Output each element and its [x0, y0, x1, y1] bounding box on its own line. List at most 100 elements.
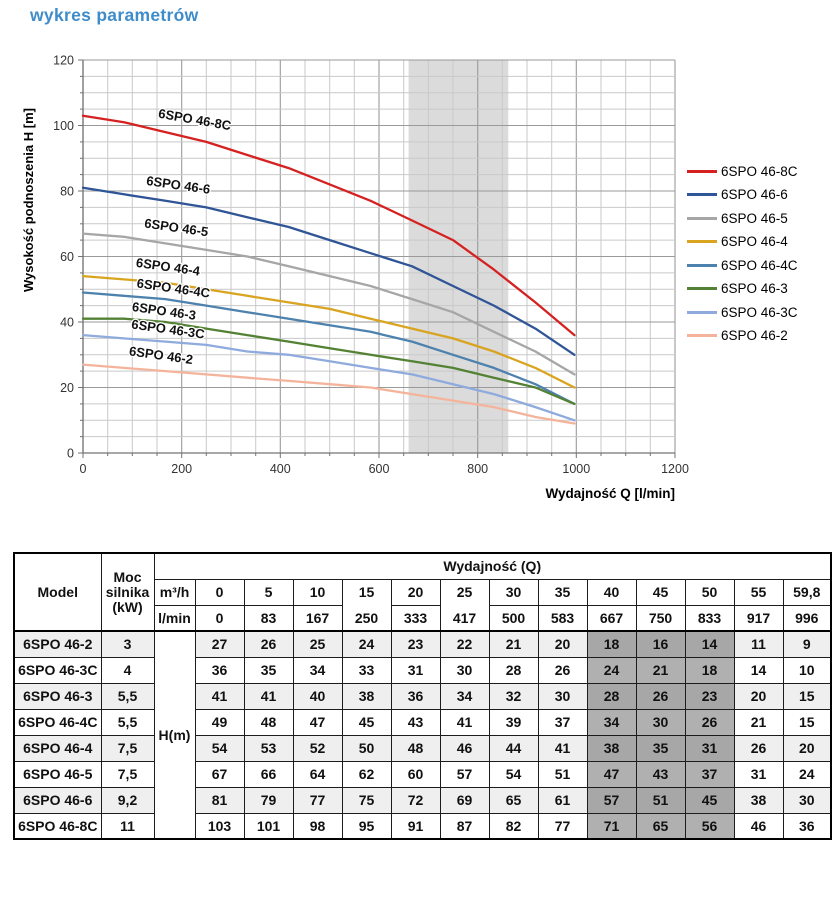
y-tick-label: 100 — [53, 119, 74, 133]
h-value-cell: 45 — [341, 708, 392, 736]
h-value-cell: 51 — [635, 786, 686, 814]
h-value-cell: 26 — [684, 708, 735, 736]
h-value-cell: 30 — [782, 786, 832, 814]
h-value-cell: 11 — [733, 630, 784, 658]
curve-label: 6SPO 46-2 — [128, 343, 194, 367]
h-value-cell: 60 — [390, 760, 441, 788]
curve-6spo-46-2 — [81, 363, 576, 425]
y-tick-label: 20 — [60, 381, 74, 395]
parameters-table: Model Moc silnika (kW) Wydajność (Q) m³/h 0 5… — [13, 552, 832, 840]
h-value-cell: 62 — [341, 760, 392, 788]
legend-label: 6SPO 46-4 — [721, 234, 788, 249]
h-value-cell: 53 — [243, 734, 294, 762]
curve-label: 6SPO 46-8C — [157, 106, 233, 134]
h-value-cell: 24 — [782, 760, 832, 788]
h-value-cell: 33 — [341, 656, 392, 684]
h-value-cell: 23 — [684, 682, 735, 710]
curve-6spo-46-3c — [81, 333, 576, 422]
h-value-cell: 43 — [635, 760, 686, 788]
h-value-cell: 95 — [341, 812, 392, 840]
table-row-6spo-46-6: 6SPO 46-6 9,2 81 79 77 75 72 69 65 61 57 51 45 38 30 — [13, 786, 832, 814]
h-unit-cell: H(m) — [153, 630, 196, 840]
h-value-cell: 15 — [782, 682, 832, 710]
m3h-header-value: 20 — [390, 578, 441, 606]
m3h-header-value: 45 — [635, 578, 686, 606]
lmin-header-value: 167 — [292, 604, 343, 632]
h-value-cell: 79 — [243, 786, 294, 814]
legend-label: 6SPO 46-5 — [721, 210, 788, 226]
legend-swatch — [687, 169, 717, 173]
m3h-header-value: 40 — [586, 578, 637, 606]
x-tick-label: 200 — [171, 462, 192, 476]
curve-6spo-46-8c — [81, 114, 576, 337]
h-value-cell: 34 — [439, 682, 490, 710]
legend-item-6spo-46-6: 6SPO 46-6 — [687, 187, 798, 203]
h-value-cell: 20 — [537, 630, 588, 658]
h-value-cell: 41 — [243, 682, 294, 710]
h-value-cell: 57 — [586, 786, 637, 814]
x-tick-label: 800 — [467, 462, 488, 476]
h-value-cell: 38 — [733, 786, 784, 814]
lmin-header-value: 917 — [733, 604, 784, 632]
model-cell: 6SPO 46-4C — [13, 708, 102, 736]
legend-swatch — [687, 216, 717, 220]
legend-label: 6SPO 46-2 — [721, 328, 788, 343]
h-value-cell: 75 — [341, 786, 392, 814]
h-value-cell: 41 — [537, 734, 588, 762]
h-value-cell: 26 — [537, 656, 588, 684]
h-value-cell: 46 — [439, 734, 490, 762]
h-value-cell: 98 — [292, 812, 343, 840]
h-value-cell: 41 — [194, 682, 245, 710]
h-value-cell: 51 — [537, 760, 588, 788]
h-value-cell: 25 — [292, 630, 343, 658]
lmin-header-value: 250 — [341, 605, 392, 632]
h-value-cell: 44 — [488, 734, 539, 762]
h-value-cell: 65 — [635, 812, 686, 840]
h-value-cell: 43 — [390, 708, 441, 736]
h-value-cell: 20 — [782, 734, 832, 762]
h-value-cell: 47 — [292, 708, 343, 736]
h-value-cell: 57 — [439, 760, 490, 788]
curve-label: 6SPO 46-4 — [135, 255, 202, 279]
unit-lmin-label: l/min — [153, 604, 196, 632]
lmin-header-value: 333 — [390, 604, 441, 632]
m3h-header-value: 0 — [194, 578, 245, 606]
m3h-header-value: 50 — [684, 578, 735, 606]
curve-label: 6SPO 46-5 — [143, 216, 209, 240]
h-value-cell: 49 — [194, 708, 245, 736]
h-value-cell: 10 — [782, 656, 832, 684]
h-value-cell: 26 — [733, 734, 784, 762]
h-value-cell: 24 — [586, 656, 637, 684]
legend-item-6spo-46-4c: 6SPO 46-4C — [687, 257, 798, 273]
h-value-cell: 61 — [537, 786, 588, 814]
h-value-cell: 66 — [243, 760, 294, 788]
lmin-header-value: 417 — [439, 605, 490, 632]
h-value-cell: 41 — [439, 708, 490, 736]
h-value-cell: 50 — [341, 734, 392, 762]
h-value-cell: 69 — [439, 786, 490, 814]
model-cell: 6SPO 46-3C — [13, 656, 102, 684]
table-row-6spo-46-3c: 6SPO 46-3C 4 36 35 34 33 31 30 28 26 24 21 18 14 10 — [13, 656, 832, 684]
h-value-cell: 65 — [488, 786, 539, 814]
h-value-cell: 35 — [243, 656, 294, 684]
h-value-cell: 56 — [684, 812, 735, 840]
legend-label: 6SPO 46-8C — [721, 163, 798, 179]
lmin-header-value: 750 — [635, 604, 686, 632]
table-row-6spo-46-3: 6SPO 46-3 5,5 41 41 40 38 36 34 32 30 28 26 23 20 15 — [13, 682, 832, 710]
h-value-cell: 32 — [488, 682, 539, 710]
h-value-cell: 36 — [390, 682, 441, 710]
h-value-cell: 36 — [782, 812, 832, 840]
h-value-cell: 82 — [488, 812, 539, 840]
table-row-6spo-46-8c: 6SPO 46-8C 11 103 101 98 95 91 87 82 77 71 65 56 46 36 — [13, 812, 832, 840]
h-value-cell: 30 — [635, 708, 686, 736]
m3h-header-value: 15 — [341, 578, 392, 605]
lmin-header-value: 0 — [194, 604, 245, 632]
model-cell: 6SPO 46-2 — [13, 630, 102, 658]
x-axis-title: Wydajność Q [l/min] — [545, 486, 675, 501]
legend-label: 6SPO 46-6 — [721, 187, 788, 202]
curve-6spo-46-4 — [81, 274, 576, 389]
model-cell: 6SPO 46-8C — [13, 812, 102, 840]
m3h-header-value: 35 — [537, 578, 588, 606]
page-title: wykres parametrów — [30, 5, 199, 25]
chart-canvas: 0 200 400 600 800 1000 1200 0 20 40 60 80 100 120 6SPO… — [21, 54, 689, 502]
